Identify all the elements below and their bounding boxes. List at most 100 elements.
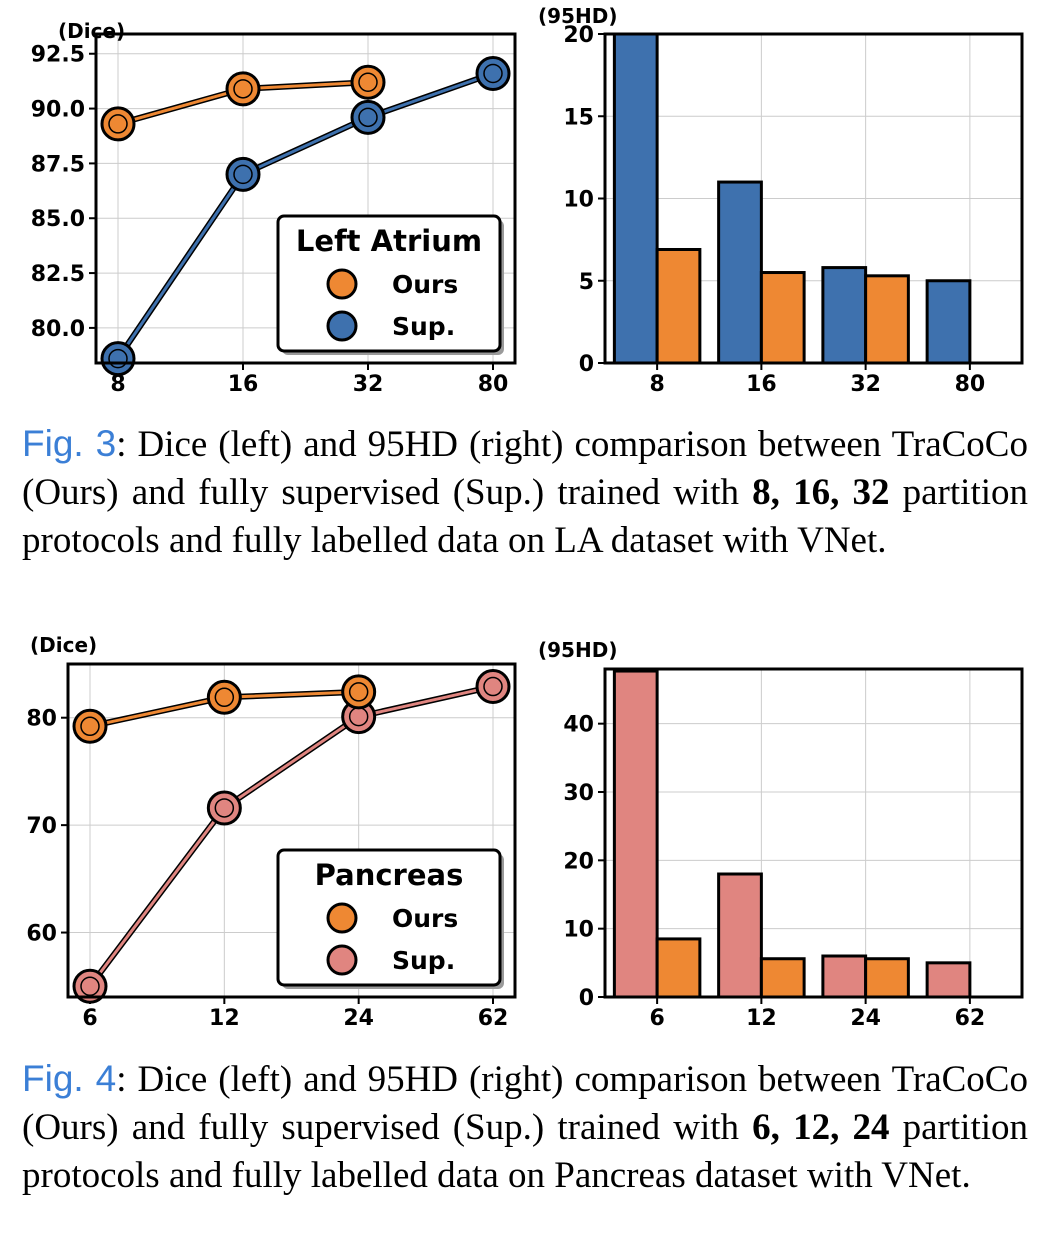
legend-marker-ours <box>326 902 358 934</box>
legend-title: Pancreas <box>315 858 464 892</box>
point-sup-8 <box>100 341 136 377</box>
bar-sup-24 <box>821 954 868 997</box>
x-tick-label: 12 <box>746 1006 777 1031</box>
point-ours-32 <box>350 64 386 100</box>
y-tick-label: 10 <box>563 918 594 943</box>
legend-marker-sup <box>326 944 358 976</box>
bar-sup-62 <box>925 961 972 997</box>
marker-inner <box>358 107 378 128</box>
marker-inner <box>358 72 378 93</box>
x-tick-label: 24 <box>343 1006 374 1031</box>
bar-ours-24 <box>864 957 910 997</box>
y-tick-label: 70 <box>26 814 57 839</box>
bar-sup-32 <box>821 266 868 363</box>
bar-sup-12 <box>717 872 763 997</box>
x-tick-label: 6 <box>82 1006 97 1031</box>
point-sup-6 <box>72 968 108 1004</box>
fig4-caption-bold: 6, 12, 24 <box>752 1107 890 1148</box>
legend-label-sup: Sup. <box>392 312 455 341</box>
marker-inner <box>214 687 235 708</box>
bar-ours-16 <box>759 271 806 363</box>
pancreas-dice-chart: 60 70 80 6 12 24 62 (Dice) Pancreas Ours Sup. <box>26 633 517 1031</box>
legend-marker-sup <box>326 310 358 342</box>
y-tick-label: 0 <box>579 352 594 377</box>
x-tick-label: 8 <box>649 372 664 397</box>
y-tick-label: 90.0 <box>31 98 85 123</box>
marker-outer <box>225 71 261 107</box>
y-tick-label: 82.5 <box>31 262 85 287</box>
y-tick-label: 10 <box>563 188 594 213</box>
point-sup-16 <box>225 156 261 192</box>
x-tick-label: 16 <box>746 372 777 397</box>
line-sup <box>116 72 494 360</box>
y-tick-label: 0 <box>579 986 594 1011</box>
marker-inner <box>108 348 128 369</box>
y-tick-label: 40 <box>563 713 594 738</box>
la-dice-chart: 80.0 82.5 85.0 87.5 90.0 92.5 8 16 32 80 (Dice) Lef… <box>31 19 517 397</box>
y-axis-label: (95HD) <box>538 638 617 662</box>
bar-sup-6 <box>612 669 659 997</box>
la-95hd-chart: 0 5 10 15 20 8 16 32 80 (95HD) <box>538 4 1024 397</box>
point-ours-24 <box>341 674 377 710</box>
fig4-caption-text-1: : Dice (left) and 95HD (right) compariso… <box>22 1059 1028 1148</box>
marker-outer <box>100 106 136 142</box>
line-sup <box>88 685 494 988</box>
marker-inner <box>80 976 100 997</box>
y-axis-label: (95HD) <box>538 4 617 28</box>
marker-outer <box>341 674 377 710</box>
bar-sup-16 <box>717 180 763 363</box>
marker-outer <box>72 708 108 744</box>
marker-outer <box>350 64 386 100</box>
marker-outer <box>206 790 242 826</box>
point-sup-24 <box>341 699 377 735</box>
fig3-ref: Fig. 3 <box>22 423 117 464</box>
x-tick-label: 24 <box>850 1006 881 1031</box>
legend-label-ours: Ours <box>392 270 458 299</box>
plot-frame <box>94 32 517 365</box>
fig3-caption: Fig. 3: Dice (left) and 95HD (right) com… <box>22 420 1028 565</box>
point-ours-12 <box>206 679 242 715</box>
y-tick-label: 85.0 <box>31 207 85 232</box>
bar-ours-12 <box>759 957 806 997</box>
bar-sup-80 <box>925 279 972 363</box>
y-tick-label: 60 <box>26 922 57 947</box>
plot-frame <box>603 32 1024 365</box>
bar-ours-8 <box>655 247 702 363</box>
legend-marker-ours <box>326 268 358 300</box>
y-tick-label: 87.5 <box>31 152 85 177</box>
y-tick-label: 80 <box>26 707 57 732</box>
x-tick-label: 8 <box>110 372 125 397</box>
marker-outer <box>72 968 108 1004</box>
x-tick-label: 62 <box>478 1006 509 1031</box>
legend-title: Left Atrium <box>296 224 482 258</box>
y-tick-label: 15 <box>563 105 594 130</box>
x-tick-label: 12 <box>209 1006 240 1031</box>
marker-inner <box>348 682 369 702</box>
point-ours-16 <box>225 71 261 107</box>
marker-inner <box>108 114 128 134</box>
legend-label-ours: Ours <box>392 904 458 933</box>
marker-outer <box>100 341 136 377</box>
y-tick-label: 5 <box>579 270 594 295</box>
marker-inner <box>233 164 253 185</box>
fig4-caption: Fig. 4: Dice (left) and 95HD (right) com… <box>22 1055 1028 1200</box>
marker-outer <box>206 679 242 715</box>
y-tick-label: 92.5 <box>31 43 85 68</box>
fig4-ref: Fig. 4 <box>22 1058 117 1099</box>
y-tick-label: 20 <box>563 23 594 48</box>
legend-label-sup: Sup. <box>392 946 455 975</box>
bar-ours-32 <box>864 274 910 363</box>
y-tick-label: 20 <box>563 849 594 874</box>
point-ours-8 <box>100 106 136 142</box>
y-axis-label: (Dice) <box>30 633 97 657</box>
x-tick-label: 80 <box>955 372 986 397</box>
y-tick-label: 30 <box>563 781 594 806</box>
x-tick-label: 62 <box>955 1006 986 1031</box>
fig4-caption-text-2: partition protocols and fully labelled d… <box>22 1107 1028 1196</box>
fig3-caption-text-2: partition protocols and fully labelled d… <box>22 472 1028 561</box>
fig3-caption-bold: 8, 16, 32 <box>752 472 890 513</box>
x-tick-label: 32 <box>850 372 881 397</box>
point-sup-32 <box>350 99 386 135</box>
point-sup-80 <box>475 55 511 91</box>
x-tick-label: 6 <box>649 1006 664 1031</box>
